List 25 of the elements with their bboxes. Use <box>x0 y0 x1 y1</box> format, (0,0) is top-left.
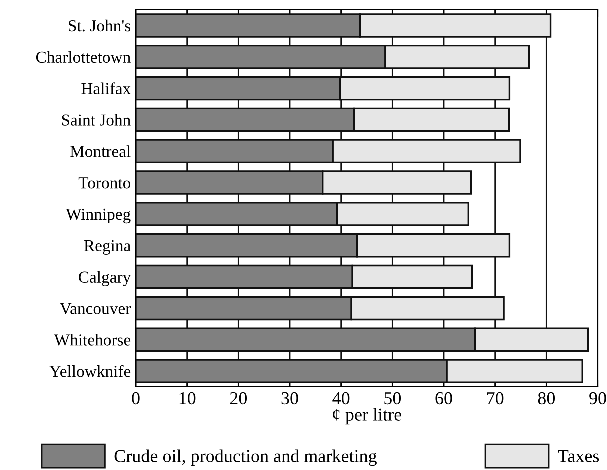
y-tick-label: Winnipeg <box>66 208 131 224</box>
x-tick-label: 50 <box>384 392 402 405</box>
y-tick-label: St. John's <box>69 20 131 32</box>
x-tick-label: 90 <box>590 392 606 405</box>
y-tick-label: Halifax <box>82 82 131 94</box>
x-tick-label: 70 <box>487 392 504 405</box>
x-tick-label: 20 <box>230 392 248 405</box>
y-tick-label: Regina <box>84 240 131 255</box>
y-tick-label: Saint John <box>62 114 131 126</box>
y-tick-label: Yellowknife <box>50 365 131 378</box>
x-tick-label: 0 <box>132 392 140 405</box>
y-tick-label: Calgary <box>79 271 132 286</box>
y-tick-label: Charlottetown <box>36 51 131 64</box>
x-axis-title: ¢ per litre <box>333 408 402 425</box>
y-tick-label: Montreal <box>70 146 131 158</box>
y-tick-label: Whitehorse <box>54 334 131 346</box>
y-tick-label: Vancouver <box>60 303 131 314</box>
y-tick-label: Toronto <box>78 178 131 189</box>
x-tick-label: 40 <box>332 392 350 405</box>
legend-label: Crude oil, production and marketing <box>114 450 377 466</box>
x-tick-label: 30 <box>282 392 298 405</box>
x-tick-label: 80 <box>538 392 556 405</box>
legend-label: Taxes <box>558 450 600 462</box>
x-tick-label: 10 <box>180 392 196 405</box>
x-tick-label: 60 <box>436 392 452 405</box>
